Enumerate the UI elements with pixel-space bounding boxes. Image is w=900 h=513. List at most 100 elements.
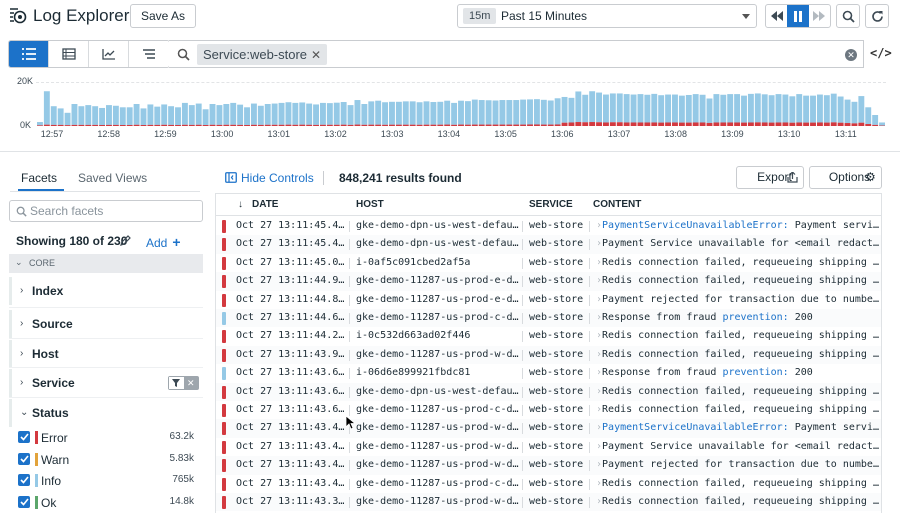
table-row[interactable]: Oct 27 13:11:44.933 gke-demo-11287-us-pro… <box>216 272 881 291</box>
status-value-warn[interactable]: Warn 5.83k <box>18 450 194 470</box>
add-facet-button[interactable]: Add + <box>146 234 181 250</box>
core-section-label: CORE <box>29 258 56 268</box>
facet-group-host[interactable]: › Host <box>9 340 203 368</box>
patterns-view-button[interactable] <box>129 41 169 67</box>
export-button[interactable]: Export <box>736 166 804 189</box>
remove-facet-icon[interactable]: ✕ <box>183 377 198 389</box>
histogram-error-bar <box>361 124 368 126</box>
histogram-bars[interactable] <box>0 72 900 128</box>
refresh-button[interactable] <box>865 4 889 28</box>
table-row[interactable]: Oct 27 13:11:45.086 i-0af5c091cbed2af5a we… <box>216 254 881 272</box>
histogram-error-bar <box>699 122 706 126</box>
timeseries-view-button[interactable] <box>89 41 129 67</box>
histogram-bar <box>720 94 727 123</box>
facet-search-field[interactable] <box>9 200 203 222</box>
log-content: ›Redis connection failed, requeueing shi… <box>596 404 880 415</box>
fast-forward-button[interactable] <box>809 5 830 27</box>
checkbox[interactable] <box>18 496 30 508</box>
histogram-error-bar <box>188 124 195 126</box>
histogram-error-bar <box>575 122 582 126</box>
status-value-error[interactable]: Error 63.2k <box>18 428 194 448</box>
histogram-error-bar <box>257 124 264 126</box>
table-row[interactable]: Oct 27 13:11:45.493 gke-demo-dpn-us-west-… <box>216 217 881 235</box>
facet-group-service[interactable]: › Service ✕ <box>9 369 203 397</box>
column-header-content[interactable]: CONTENT <box>593 199 642 210</box>
table-row[interactable]: Oct 27 13:11:44.615 gke-demo-11287-us-pro… <box>216 309 881 328</box>
histogram-bar <box>651 93 658 123</box>
filter-icon[interactable] <box>169 377 184 389</box>
search-query-input[interactable]: Service:web-store ✕ ✕ <box>169 40 864 68</box>
x-tick-label: 13:01 <box>267 129 291 139</box>
table-row[interactable]: Oct 27 13:11:43.693 i-06d6e899921fbdc81 we… <box>216 364 881 382</box>
table-row[interactable]: Oct 27 13:11:45.492 gke-demo-dpn-us-west-… <box>216 235 881 254</box>
zoom-search-button[interactable] <box>836 4 860 28</box>
table-row[interactable]: Oct 27 13:11:43.472 gke-demo-11287-us-pro… <box>216 456 881 475</box>
checkbox[interactable] <box>18 453 30 465</box>
table-row[interactable]: Oct 27 13:11:43.359 gke-demo-11287-us-pro… <box>216 493 881 512</box>
column-divider <box>589 331 590 343</box>
rewind-button[interactable] <box>766 5 787 27</box>
pause-button[interactable] <box>787 5 809 27</box>
histogram-error-bar <box>382 124 389 126</box>
query-chip[interactable]: Service:web-store ✕ <box>197 44 328 65</box>
histogram-bar <box>168 106 175 125</box>
chevron-right-icon: › <box>20 318 24 329</box>
histogram-error-bar <box>568 122 575 126</box>
pencil-icon[interactable] <box>120 235 131 246</box>
column-header-service[interactable]: SERVICE <box>529 199 573 210</box>
facet-group-status[interactable]: ⌄ Status <box>9 399 203 427</box>
table-row[interactable]: Oct 27 13:11:44.833 gke-demo-11287-us-pro… <box>216 291 881 309</box>
table-view-button[interactable] <box>49 41 89 67</box>
table-row[interactable]: Oct 27 13:11:43.640 gke-demo-dpn-us-west-… <box>216 382 881 401</box>
column-divider <box>522 313 523 324</box>
histogram-error-bar <box>478 124 485 126</box>
checkmark-icon <box>19 498 29 506</box>
histogram-error-bar <box>658 122 665 126</box>
tab-facets[interactable]: Facets <box>21 171 58 185</box>
log-host: gke-demo-11287-us-prod-c-de… <box>356 312 519 323</box>
table-row[interactable]: Oct 27 13:11:43.483 gke-demo-11287-us-pro… <box>216 438 881 456</box>
facet-search-input[interactable] <box>30 203 198 219</box>
log-content: ›Redis connection failed, requeueing shi… <box>596 275 880 286</box>
table-row[interactable]: Oct 27 13:11:44.289 i-0c532d663ad02f446 we… <box>216 327 881 345</box>
histogram-error-bar <box>85 124 92 126</box>
column-divider <box>589 349 590 361</box>
facet-group-source[interactable]: › Source <box>9 310 203 338</box>
histogram-error-bar <box>375 124 382 126</box>
status-value-ok[interactable]: Ok 14.8k <box>18 493 194 513</box>
column-header-host[interactable]: HOST <box>356 199 384 210</box>
histogram-bar <box>340 102 347 125</box>
table-row[interactable]: Oct 27 13:11:43.600 gke-demo-11287-us-pro… <box>216 401 881 419</box>
histogram-error-bar <box>71 124 78 126</box>
checkbox[interactable] <box>18 431 30 443</box>
clear-query-icon[interactable]: ✕ <box>845 49 857 61</box>
status-value-info[interactable]: Info 765k <box>18 471 194 491</box>
histogram-error-bar <box>451 124 458 126</box>
query-chip-label: Service:web-store <box>203 47 308 62</box>
list-view-button[interactable] <box>9 41 49 67</box>
histogram-bar <box>181 102 188 125</box>
table-row[interactable]: Oct 27 13:11:43.956 gke-demo-11287-us-pro… <box>216 345 881 365</box>
code-toggle-button[interactable]: </> <box>870 46 892 60</box>
visualization-switcher <box>8 40 170 68</box>
x-tick-label: 12:58 <box>97 129 120 139</box>
histogram-bar <box>188 105 195 125</box>
core-section-header[interactable]: ⌄ CORE <box>9 254 203 273</box>
column-header-date[interactable]: DATE <box>252 199 279 210</box>
histogram-error-bar <box>651 122 658 126</box>
sort-desc-icon[interactable]: ↓ <box>238 199 243 210</box>
tab-saved-views[interactable]: Saved Views <box>78 171 148 185</box>
time-range-picker[interactable]: 15m Past 15 Minutes <box>457 4 757 28</box>
facet-group-index[interactable]: › Index <box>9 277 203 305</box>
options-button[interactable]: Options ⚙ <box>809 166 882 189</box>
checkbox[interactable] <box>18 474 30 486</box>
log-message: Redis connection failed, requeueing ship… <box>602 348 880 360</box>
save-as-button[interactable]: Save As <box>130 4 197 28</box>
table-row[interactable]: Oct 27 13:11:43.405 gke-demo-11287-us-pro… <box>216 475 881 493</box>
export-label: Export <box>757 170 792 184</box>
column-divider <box>349 294 350 306</box>
column-divider <box>589 257 590 269</box>
live-tail-controls <box>765 4 831 28</box>
table-row[interactable]: Oct 27 13:11:43.484 gke-demo-11287-us-pro… <box>216 419 881 438</box>
close-icon[interactable]: ✕ <box>311 48 322 62</box>
